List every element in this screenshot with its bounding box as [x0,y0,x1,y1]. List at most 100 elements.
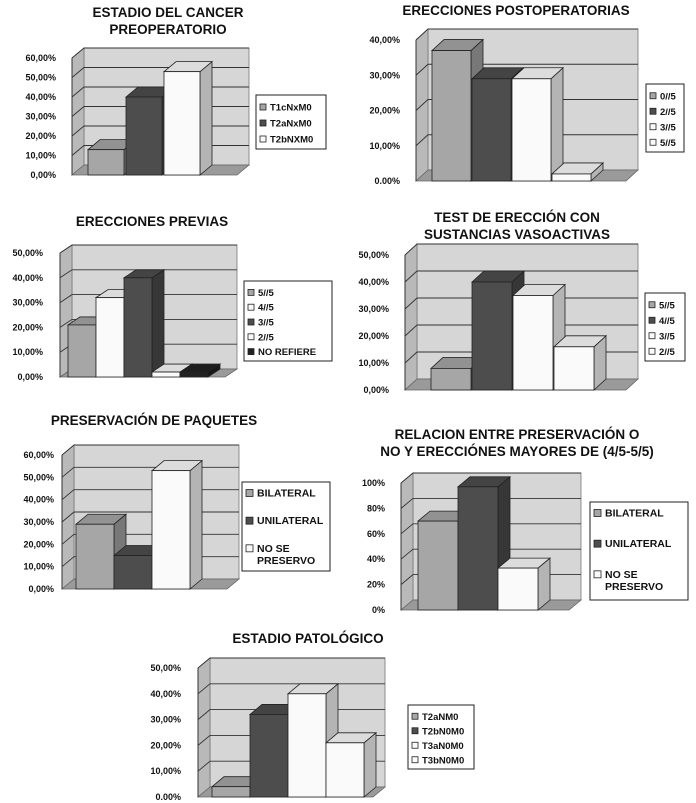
legend-swatch [593,570,602,579]
gridline [400,472,581,484]
y-tick-label: 30,00% [150,715,181,725]
legend-swatch [649,107,657,115]
legend-swatch [411,741,419,749]
bar-5 [178,363,222,378]
bar-front [95,297,125,378]
legend-swatch [648,301,656,309]
bar-4 [550,162,605,182]
legend-label: T3aN0M0 [422,741,464,752]
chart-2: ERECCIONES POSTOPERATORIAS 0.00% 10,00% 20,… [369,3,685,186]
chart-title: ERECCIONES PREVIAS [76,214,228,229]
bar-front [249,714,289,798]
y-tick-label: 20,00% [25,131,56,141]
legend-swatch [593,539,602,548]
chart-title: PRESERVACIÓN DE PAQUETES [51,413,257,428]
bar-front [497,567,539,611]
bar-side [550,66,564,182]
chart-3: ERECCIONES PREVIAS 0,00% 10,00% 20,00% 30,00… [12,214,333,382]
legend-swatch [247,318,255,326]
y-tick-label: 30,00% [23,517,54,527]
bar-front [431,50,472,182]
y-tick-label: 40,00% [25,92,56,102]
bar-3 [162,60,214,176]
y-tick-label: 50,00% [25,73,56,83]
y-tick-label: 20,00% [12,322,43,332]
bar-4 [324,731,378,798]
bar-front [551,173,592,182]
bar-front [287,693,327,798]
legend-swatch [259,135,267,143]
legend-swatch [649,123,657,131]
bar-front [511,78,552,182]
legend-label: 4//5 [659,316,676,327]
bar-3 [496,557,552,611]
y-tick-label: 0.00% [374,176,400,186]
bar-front [151,470,191,590]
legend-swatch [648,347,656,355]
bar-front [75,523,115,590]
gridline [59,269,237,279]
legend-swatch [648,332,656,340]
y-tick-label: 20,00% [358,331,389,341]
legend-label: T2bN0M0 [422,726,464,737]
legend [241,481,331,572]
legend-swatch [411,712,419,720]
legend [407,704,475,770]
y-tick-label: 0,00% [28,584,54,594]
bar-front [211,786,251,798]
legend-label: UNILATERAL [257,515,324,527]
legend-swatch [259,119,267,127]
bar-3 [122,269,166,378]
y-tick-label: 20% [367,580,385,590]
y-tick-label: 50,00% [23,472,54,482]
plot-side-wall [197,657,211,798]
y-tick-label: 40,00% [369,35,400,45]
bar-front [163,71,201,176]
gridline [61,444,239,456]
bar-front [512,295,554,391]
y-tick-label: 10,00% [23,562,54,572]
y-tick-label: 40% [367,554,385,564]
legend [589,501,689,601]
chart-title: NO Y ERECCIÓNES MAYORES DE (4/5-5/5) [380,444,654,459]
gridline [415,63,638,76]
bar-side [151,269,165,378]
y-tick-label: 20,00% [150,740,181,750]
y-tick-label: 10,00% [25,151,56,161]
y-tick-label: 0% [372,605,385,615]
legend-label: 4//5 [258,303,275,314]
gridline [404,243,638,256]
legend-label: NO SE [257,543,290,555]
legend-label: BILATERAL [605,508,664,520]
bar-side [199,60,213,176]
bar-front [430,367,472,391]
bar-front [179,371,209,378]
legend-label: T1cNxM0 [270,103,312,114]
bar-3 [510,66,565,182]
legend-label: 5//5 [258,288,275,299]
legend-label: 2//5 [660,107,677,118]
y-tick-label: 60% [367,529,385,539]
bar-front [113,555,153,590]
bar-front [325,742,365,798]
legend-swatch [649,138,657,146]
bar-front [67,324,97,378]
y-tick-label: 80% [367,503,385,513]
y-tick-label: 40,00% [12,273,43,283]
y-tick-label: 0,00% [30,170,56,180]
bar-side [363,731,377,798]
bar-side [189,459,203,590]
legend-swatch [649,92,657,100]
bar-2 [456,475,512,611]
y-tick-label: 50,00% [12,248,43,258]
bar-front [553,346,595,391]
y-tick-label: 50,00% [150,663,181,673]
bar-front [123,277,153,378]
legend-label: T2aNM0 [422,712,458,723]
plot-side-wall [404,243,418,391]
bar-front [471,78,512,182]
gridline [197,657,385,669]
y-tick-label: 10,00% [358,358,389,368]
y-tick-label: 0,00% [17,372,43,382]
